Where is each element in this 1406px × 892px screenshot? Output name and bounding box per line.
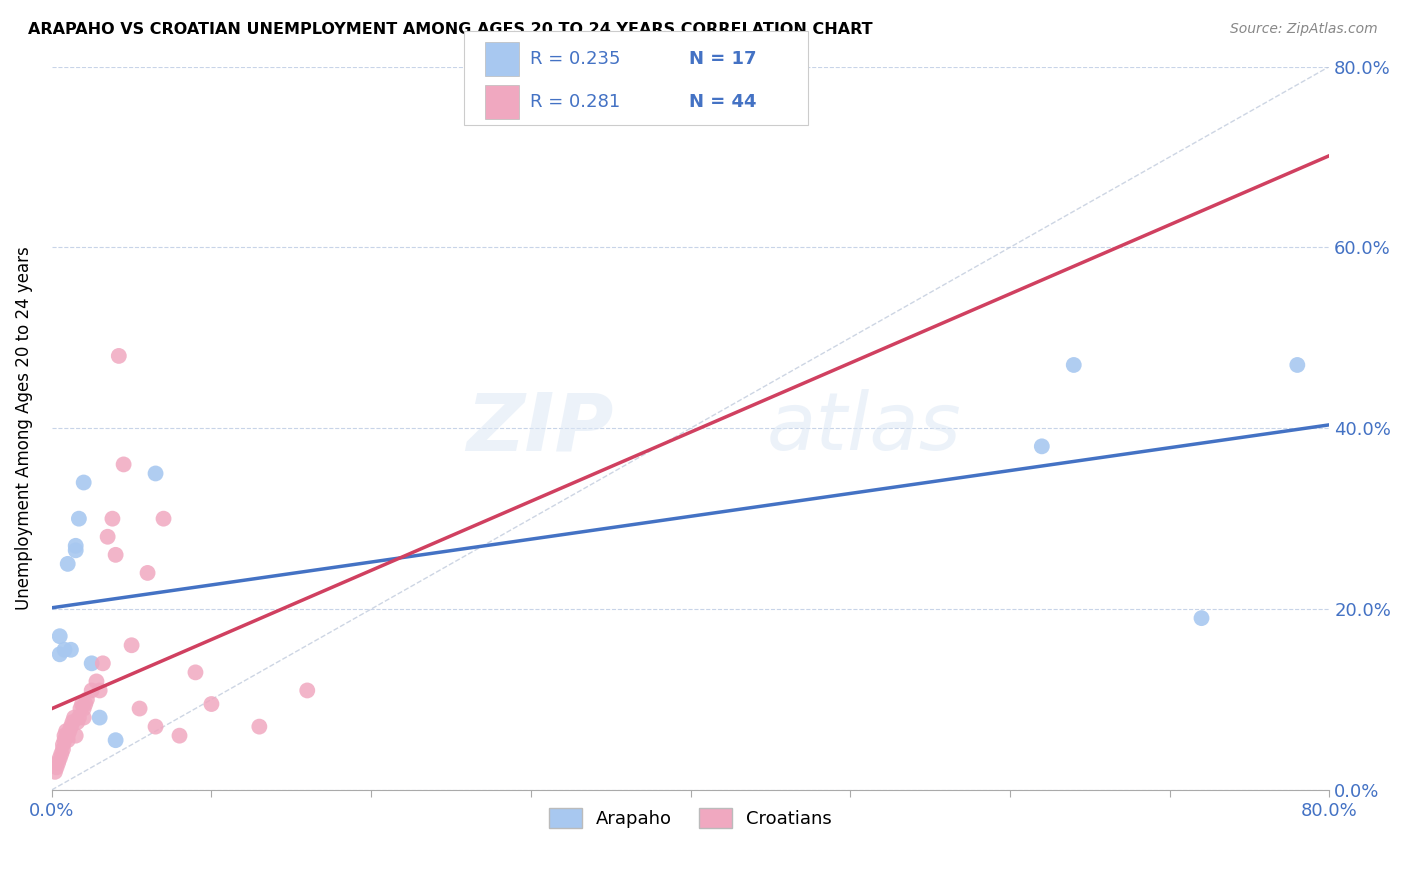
Point xyxy=(1191,611,1213,625)
Point xyxy=(145,720,167,734)
Text: ARAPAHO VS CROATIAN UNEMPLOYMENT AMONG AGES 20 TO 24 YEARS CORRELATION CHART: ARAPAHO VS CROATIAN UNEMPLOYMENT AMONG A… xyxy=(28,22,873,37)
Text: N = 44: N = 44 xyxy=(689,93,756,111)
Point xyxy=(66,715,89,730)
Point xyxy=(52,738,75,752)
Text: R = 0.235: R = 0.235 xyxy=(530,50,620,68)
Point xyxy=(136,566,159,580)
Point xyxy=(69,701,91,715)
Point xyxy=(46,756,69,770)
Point xyxy=(80,657,103,671)
Point xyxy=(128,701,150,715)
Point xyxy=(1286,358,1309,372)
Point xyxy=(58,724,80,739)
Point xyxy=(89,683,111,698)
Point xyxy=(48,751,70,765)
Point xyxy=(76,692,98,706)
Point xyxy=(97,530,120,544)
Point xyxy=(48,629,70,643)
Point xyxy=(67,511,90,525)
Point xyxy=(145,467,167,481)
Text: ZIP: ZIP xyxy=(467,389,614,467)
Text: atlas: atlas xyxy=(768,389,962,467)
Point xyxy=(184,665,207,680)
Point xyxy=(73,701,96,715)
Point xyxy=(169,729,191,743)
Point xyxy=(91,657,114,671)
Point xyxy=(53,729,76,743)
Point xyxy=(56,729,79,743)
Point xyxy=(80,683,103,698)
Point xyxy=(59,642,82,657)
Point xyxy=(70,697,93,711)
Point xyxy=(51,747,73,761)
Point xyxy=(86,674,108,689)
Point xyxy=(45,760,67,774)
Point xyxy=(44,764,66,779)
Y-axis label: Unemployment Among Ages 20 to 24 years: Unemployment Among Ages 20 to 24 years xyxy=(15,246,32,610)
Point xyxy=(48,648,70,662)
Point xyxy=(104,733,127,747)
Point xyxy=(73,475,96,490)
Point xyxy=(104,548,127,562)
Point xyxy=(65,539,87,553)
Point xyxy=(152,511,174,525)
Text: Source: ZipAtlas.com: Source: ZipAtlas.com xyxy=(1230,22,1378,37)
Point xyxy=(65,543,87,558)
Point xyxy=(73,710,96,724)
Point xyxy=(59,720,82,734)
Point xyxy=(200,697,222,711)
Point xyxy=(1031,439,1053,453)
Text: R = 0.281: R = 0.281 xyxy=(530,93,620,111)
Point xyxy=(112,458,135,472)
Point xyxy=(65,729,87,743)
Point xyxy=(101,511,124,525)
Point xyxy=(297,683,319,698)
Point xyxy=(53,733,76,747)
Point xyxy=(67,710,90,724)
Point xyxy=(56,557,79,571)
Point xyxy=(53,642,76,657)
Legend: Arapaho, Croatians: Arapaho, Croatians xyxy=(541,801,839,835)
Point xyxy=(108,349,131,363)
Point xyxy=(121,638,143,652)
Point xyxy=(247,720,270,734)
Point xyxy=(89,710,111,724)
Point xyxy=(75,697,97,711)
Point xyxy=(52,742,75,756)
Point xyxy=(1063,358,1085,372)
Point xyxy=(56,733,79,747)
Text: N = 17: N = 17 xyxy=(689,50,756,68)
Point xyxy=(55,724,77,739)
Point xyxy=(62,715,84,730)
Point xyxy=(63,710,86,724)
